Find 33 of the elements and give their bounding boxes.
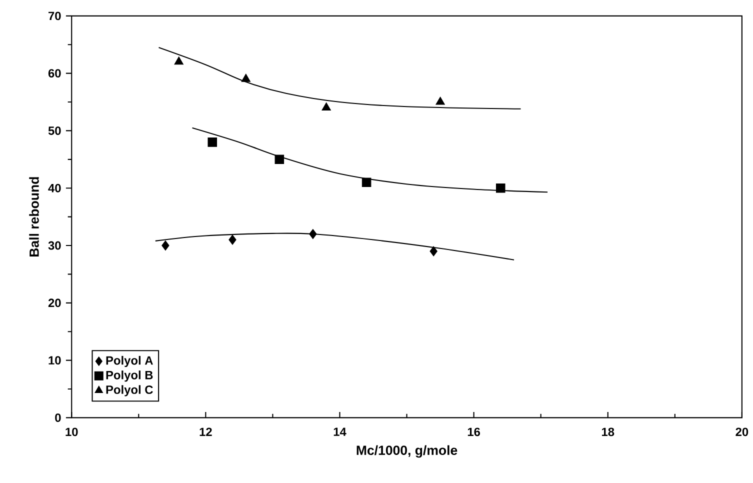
line-series bbox=[158, 46, 522, 110]
legend-label: Polyol A bbox=[106, 356, 153, 367]
point bbox=[496, 183, 506, 193]
y-tick-label: 70 bbox=[48, 12, 61, 20]
point bbox=[208, 137, 218, 147]
point bbox=[309, 228, 317, 239]
x-axis-title: Mc/1000, g/mole bbox=[356, 445, 458, 458]
point bbox=[274, 154, 284, 164]
y-tick-label: 20 bbox=[48, 298, 61, 307]
x-tick-label: 16 bbox=[468, 428, 480, 436]
line-series bbox=[192, 127, 548, 192]
x-tick-label: 14 bbox=[334, 428, 346, 436]
point bbox=[362, 178, 372, 187]
x-tick-label: 12 bbox=[200, 428, 212, 436]
point bbox=[322, 102, 331, 110]
y-axis-title: Ball rebound bbox=[29, 176, 39, 256]
y-tick-label: 50 bbox=[48, 126, 61, 135]
x-tick-label: 18 bbox=[602, 428, 614, 436]
point bbox=[174, 56, 184, 64]
y-tick-label: 60 bbox=[48, 68, 61, 78]
y-tick-label: 40 bbox=[48, 184, 61, 192]
x-tick-label: 10 bbox=[66, 428, 78, 436]
x-tick-label: 20 bbox=[736, 428, 748, 436]
legend-label: Polyol B bbox=[106, 370, 153, 382]
y-tick-label: 0 bbox=[55, 413, 61, 422]
point bbox=[436, 96, 445, 105]
y-tick-label: 30 bbox=[48, 241, 61, 250]
point bbox=[228, 234, 236, 245]
legend-label: Polyol C bbox=[106, 384, 153, 396]
point bbox=[162, 240, 170, 250]
point bbox=[241, 74, 251, 82]
point bbox=[430, 246, 438, 256]
y-tick-label: 10 bbox=[48, 356, 61, 364]
